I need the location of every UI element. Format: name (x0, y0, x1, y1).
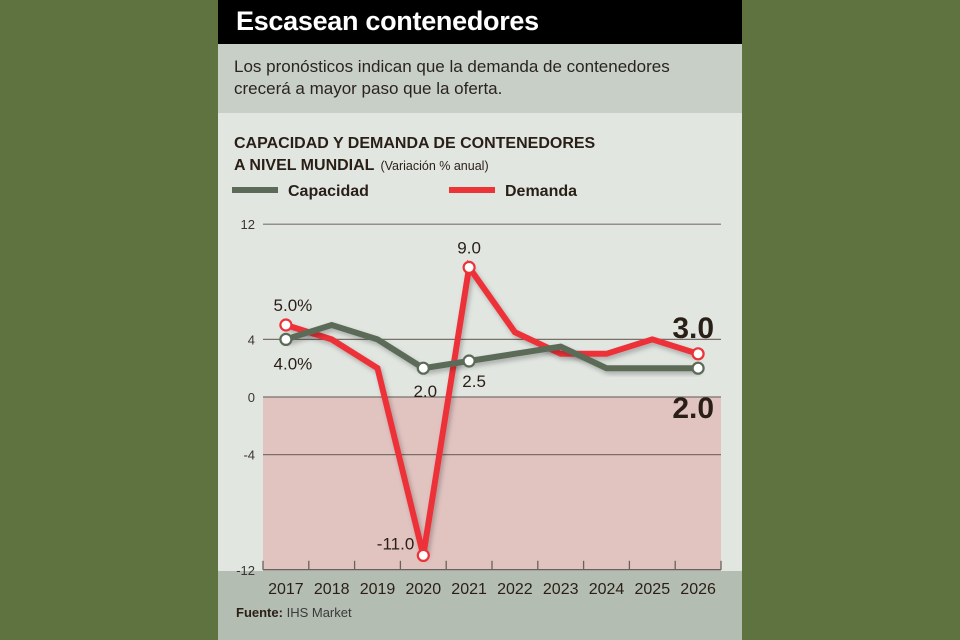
source-label: Fuente: (236, 605, 283, 620)
data-point-capacidad-2020 (416, 361, 430, 375)
data-point-demanda-2017 (279, 318, 293, 332)
x-tick-label: 2022 (497, 581, 533, 598)
legend-label-demanda: Demanda (505, 183, 578, 200)
header-bar: Escasean contenedores (218, 0, 742, 44)
legend-label-capacidad: Capacidad (288, 183, 369, 200)
data-label: 3.0 (672, 312, 714, 345)
data-point-capacidad-2017 (279, 332, 293, 346)
source-note: Fuente: IHS Market (236, 605, 352, 620)
y-tick-label: -4 (243, 448, 255, 463)
legend-item-demanda: Demanda (449, 183, 577, 201)
unit-note: (Variación % anual) (380, 159, 489, 173)
data-label: 4.0% (274, 354, 313, 373)
data-point-capacidad-2021 (462, 354, 476, 368)
y-tick-label: 12 (241, 217, 255, 232)
legend-swatch-capacidad (232, 186, 278, 193)
data-point-demanda-2020 (416, 548, 430, 563)
x-tick-label: 2020 (406, 581, 442, 598)
data-label: 2.5 (462, 372, 486, 391)
page-title: Escasean contenedores (236, 6, 539, 36)
data-label: 2.0 (672, 392, 714, 425)
subtitle-text: Los pronósticos indican que la demanda d… (234, 57, 670, 98)
infographic-card: Escasean contenedores Los pronósticos in… (218, 0, 742, 640)
legend-item-capacidad: Capacidad (232, 183, 369, 201)
x-tick-label: 2019 (360, 581, 396, 598)
y-tick-label: 4 (248, 332, 255, 347)
data-label: 2.0 (413, 382, 437, 401)
chart-title-line1: CAPACIDAD Y DEMANDA DE CONTENEDORES (234, 135, 596, 152)
x-tick-label: 2023 (543, 581, 579, 598)
legend-swatch-demanda (449, 186, 495, 193)
y-tick-label: -12 (236, 563, 255, 578)
x-tick-label: 2021 (451, 581, 487, 598)
line-chart: 12 4 0 -4 -12 2017 2018 2019 2020 2021 2022 2023 202… (236, 217, 722, 598)
x-tick-label: 2026 (680, 581, 716, 598)
subtitle-box: Los pronósticos indican que la demanda d… (218, 44, 742, 113)
data-point-demanda-2021 (462, 260, 476, 274)
data-label: 5.0% (274, 296, 313, 315)
x-tick-label: 2018 (314, 581, 350, 598)
data-label: 9.0 (457, 238, 481, 257)
data-point-demanda-2026 (691, 347, 705, 361)
chart-title: CAPACIDAD Y DEMANDA DE CONTENEDORES A NI… (234, 133, 595, 177)
negative-zone (263, 397, 721, 570)
x-tick-label: 2024 (589, 581, 625, 598)
source-value: IHS Market (286, 605, 352, 620)
x-tick-label: 2025 (635, 581, 671, 598)
footer-band (218, 571, 742, 640)
data-label: -11.0 (377, 534, 415, 553)
series-line-capacidad (285, 321, 699, 372)
chart-title-line2: A NIVEL MUNDIAL (234, 157, 375, 174)
x-tick-label: 2017 (268, 581, 304, 598)
y-tick-label: 0 (248, 390, 255, 405)
series-line-demanda (285, 259, 699, 557)
data-point-capacidad-2026 (691, 361, 705, 375)
